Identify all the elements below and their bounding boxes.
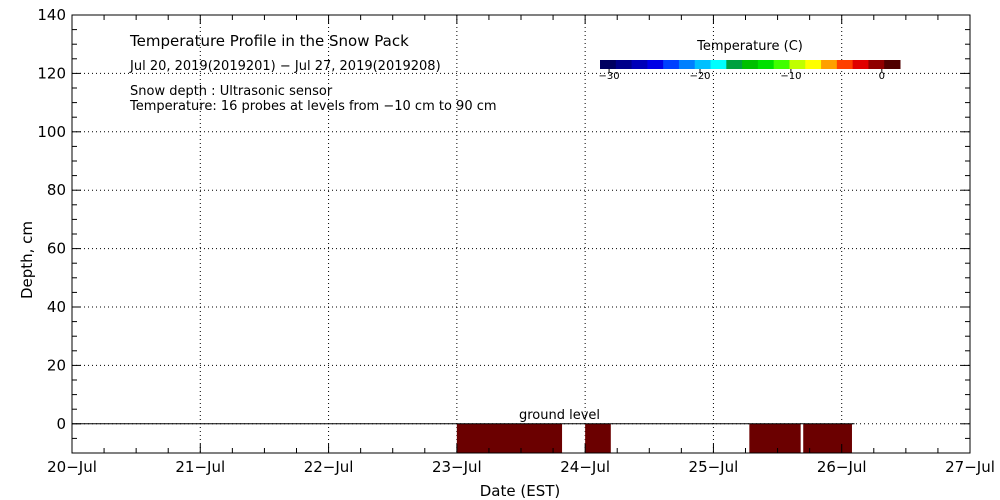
- y-tick-label: 80: [47, 181, 66, 199]
- colorbar-swatch: [805, 60, 822, 69]
- temperature-cell: [585, 423, 611, 453]
- x-tick-label: 22−Jul: [304, 458, 354, 476]
- y-tick-label: 140: [37, 6, 66, 24]
- colorbar-swatch: [726, 60, 743, 69]
- colorbar-swatch: [710, 60, 727, 69]
- colorbar-swatch: [631, 60, 648, 69]
- colorbar-tick-label: −10: [780, 71, 801, 82]
- colorbar-swatch: [757, 60, 775, 69]
- grid-lines: [72, 15, 970, 453]
- colorbar-title: Temperature (C): [696, 39, 803, 54]
- chart-title: Temperature Profile in the Snow Pack: [129, 32, 409, 50]
- x-tick-label: 23−Jul: [432, 458, 482, 476]
- colorbar-swatch: [678, 60, 696, 69]
- colorbar-tick-label: 0: [879, 71, 885, 82]
- y-tick-label: 0: [56, 415, 66, 433]
- temperature-cells: [456, 423, 852, 453]
- y-tick-label: 60: [47, 240, 66, 258]
- tick-labels: 20−Jul 21−Jul 22−Jul 23−Jul 24−Jul 25−Jul 26−J…: [37, 6, 995, 476]
- temperature-cell: [456, 423, 563, 453]
- x-tick-label: 21−Jul: [175, 458, 225, 476]
- ground-level-label: ground level: [519, 408, 600, 423]
- colorbar: Temperature (C) −30 −20 −10 0: [599, 39, 901, 82]
- plot-frame: [71, 14, 971, 454]
- x-tick-label: 24−Jul: [560, 458, 610, 476]
- colorbar-swatch: [852, 60, 869, 69]
- colorbar-ticks: −30 −20 −10 0: [599, 69, 885, 82]
- colorbar-swatch: [789, 60, 806, 69]
- y-tick-label: 120: [37, 64, 66, 82]
- y-tick-label: 20: [47, 356, 66, 374]
- y-axis-title: Depth, cm: [18, 221, 36, 299]
- chart-subtitle: Jul 20, 2019(2019201) − Jul 27, 2019(201…: [129, 59, 441, 74]
- colorbar-swatch: [836, 60, 854, 69]
- x-tick-label: 27−Jul: [945, 458, 995, 476]
- colorbar-swatch: [615, 60, 633, 69]
- colorbar-swatch: [647, 60, 664, 69]
- x-tick-label: 26−Jul: [817, 458, 867, 476]
- colorbar-swatch: [600, 60, 617, 69]
- colorbar-tick-label: −20: [689, 71, 710, 82]
- colorbar-swatch: [868, 60, 885, 69]
- note-temperature: Temperature: 16 probes at levels from −1…: [129, 99, 497, 114]
- x-tick-label: 20−Jul: [47, 458, 97, 476]
- ground-level-group: ground level: [72, 408, 855, 425]
- temperature-cell: [803, 423, 852, 453]
- colorbar-swatch: [773, 60, 790, 69]
- colorbar-swatch: [694, 60, 712, 69]
- y-tick-label: 100: [37, 123, 66, 141]
- y-tick-label: 40: [47, 298, 66, 316]
- colorbar-swatch: [884, 60, 901, 69]
- colorbar-swatches: [600, 60, 901, 69]
- temperature-cell: [749, 423, 801, 453]
- note-snow-depth: Snow depth : Ultrasonic sensor: [130, 84, 333, 99]
- colorbar-swatch: [742, 60, 759, 69]
- colorbar-tick-label: −30: [599, 71, 620, 82]
- colorbar-swatch: [663, 60, 680, 69]
- colorbar-swatch: [821, 60, 838, 69]
- axis-ticks: [71, 14, 971, 454]
- x-tick-label: 25−Jul: [689, 458, 739, 476]
- x-axis-title: Date (EST): [480, 482, 561, 500]
